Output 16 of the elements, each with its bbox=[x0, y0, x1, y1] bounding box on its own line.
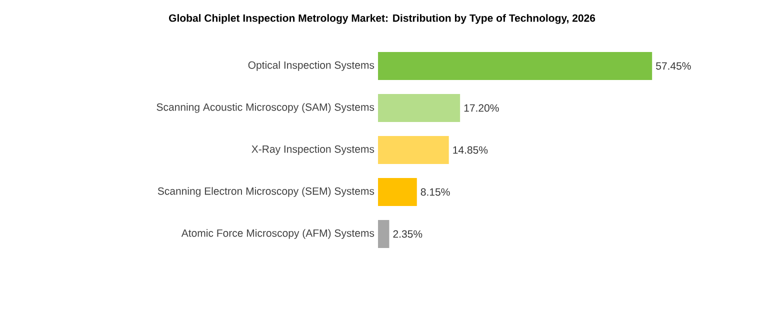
y-tick-label: X-Ray Inspection Systems bbox=[252, 145, 374, 155]
bar bbox=[378, 52, 652, 80]
data-label: 57.45% bbox=[656, 62, 691, 70]
bar bbox=[378, 220, 390, 248]
y-tick-label: Optical Inspection Systems bbox=[248, 61, 374, 71]
y-tick-label: Scanning Electron Microscopy (SEM) Systems bbox=[158, 187, 374, 197]
data-label: 14.85% bbox=[453, 146, 488, 154]
chart-title: Global Chiplet Inspection Metrology Market: Distribution by Type of Technology, 2026 bbox=[169, 14, 596, 24]
data-label: 17.20% bbox=[464, 104, 499, 112]
bar bbox=[378, 178, 417, 206]
y-tick-label: Scanning Acoustic Microscopy (SAM) Systems bbox=[156, 103, 374, 113]
bar bbox=[378, 94, 460, 122]
y-tick-label: Atomic Force Microscopy (AFM) Systems bbox=[181, 229, 374, 239]
bar bbox=[378, 136, 449, 164]
data-label: 8.15% bbox=[420, 188, 450, 196]
data-label: 2.35% bbox=[393, 230, 422, 238]
